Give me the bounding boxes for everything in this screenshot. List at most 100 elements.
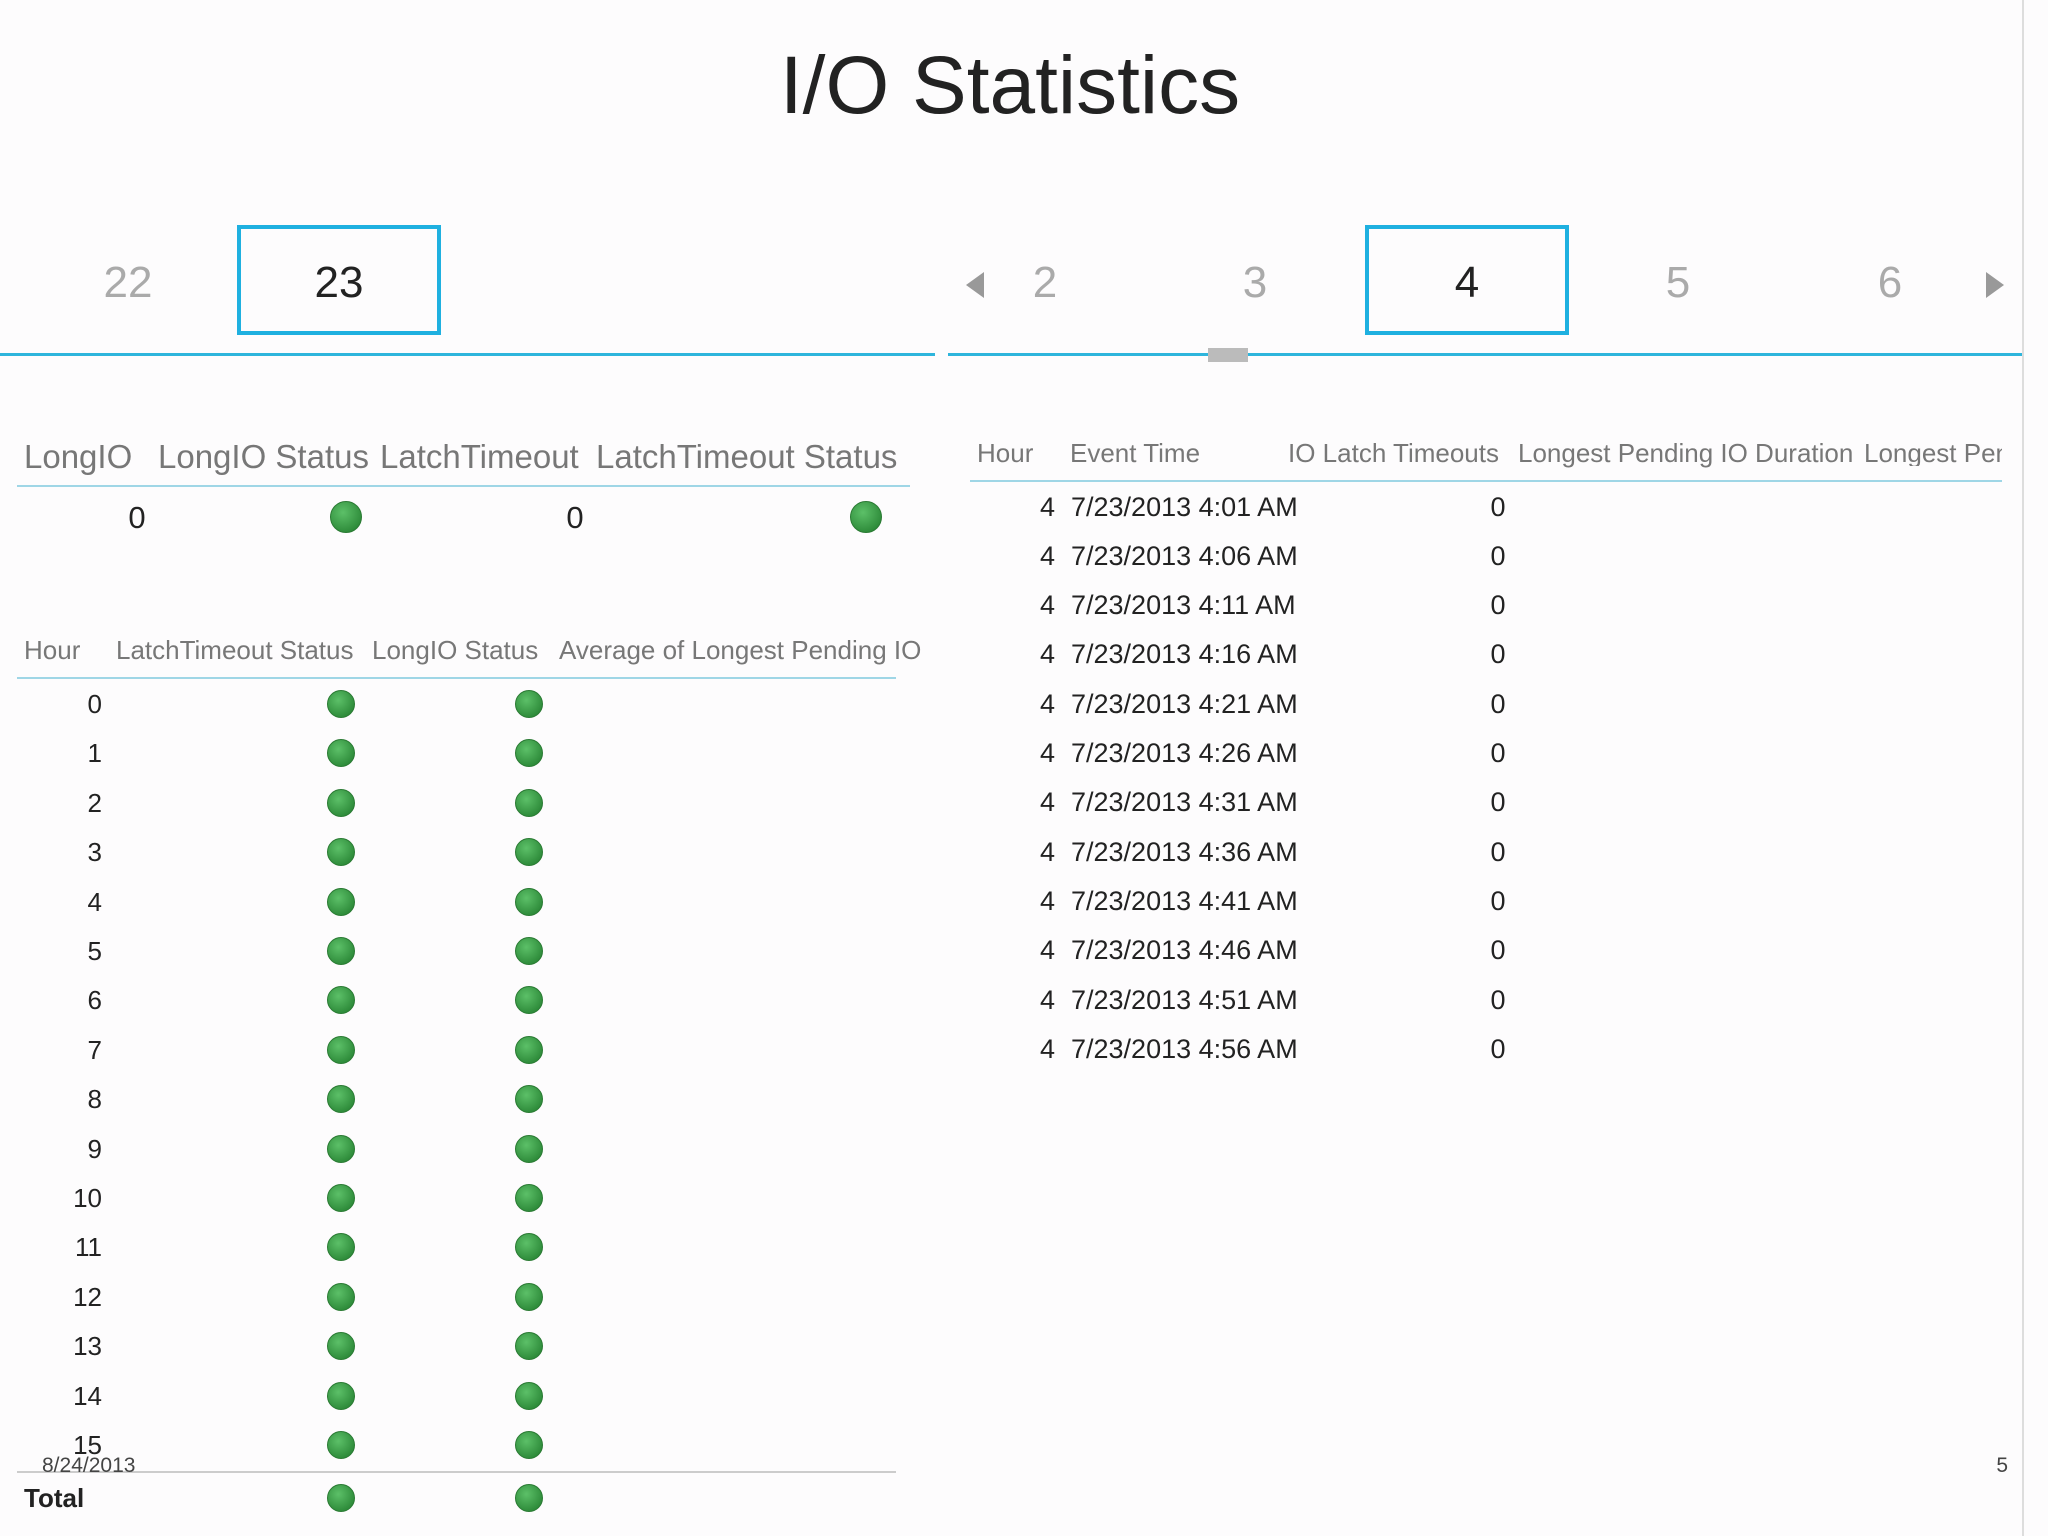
cell-value: 0 [1490, 590, 1506, 621]
cell-value: 4 [87, 886, 102, 917]
cell-value: 8 [87, 1084, 102, 1115]
cell-value: 12 [73, 1281, 102, 1312]
cell-value: 4 [1039, 885, 1055, 916]
status-indicator [515, 1035, 543, 1064]
status-indicator [515, 1233, 543, 1262]
cell-value: 4 [1039, 738, 1055, 768]
cell-value: 15 [73, 1430, 102, 1460]
status-indicator [327, 739, 355, 768]
footer-date: 8/24/2013 [42, 1453, 136, 1477]
right-slicer-line [948, 353, 2022, 356]
next-arrow[interactable] [1984, 270, 2006, 300]
status-indicator [515, 690, 543, 718]
status-indicator [330, 501, 362, 533]
scroll-thumb [1208, 348, 1248, 362]
cell-value: 7/23/2013 4:41 AM [1071, 885, 1298, 916]
column-header: LatchTimeout [380, 437, 579, 475]
cell-value: 4 [1039, 639, 1055, 670]
cell-value: 4 [1039, 1033, 1055, 1064]
status-indicator [515, 1282, 543, 1311]
cell-value: 2 [87, 787, 102, 818]
cell-value: 7/23/2013 4:51 AM [1071, 984, 1298, 1015]
status-indicator [327, 1233, 355, 1262]
slicer-item[interactable]: 3 [1242, 258, 1268, 307]
cell-value: 7/23/2013 4:46 AM [1071, 935, 1298, 966]
cell-value: 0 [1490, 540, 1506, 571]
status-indicator [515, 838, 543, 867]
cell-value: 0 [87, 689, 102, 719]
status-indicator [515, 1085, 543, 1114]
cell-value: 6 [87, 985, 102, 1016]
cell-value: 3 [87, 837, 102, 868]
status-indicator [515, 1381, 543, 1410]
slicer-item[interactable]: 2 [1032, 258, 1058, 307]
cell-value: 0 [128, 499, 146, 535]
cell-value: 7/23/2013 4:31 AM [1071, 787, 1298, 818]
page-number: 5 [1996, 1453, 2008, 1477]
column-header: Hour [24, 635, 81, 665]
status-indicator [850, 501, 882, 533]
cell-value: 5 [87, 936, 102, 966]
cell-value: 0 [1490, 688, 1506, 719]
status-indicator [327, 690, 355, 718]
status-indicator [515, 1431, 543, 1459]
status-indicator [327, 1085, 355, 1114]
cell-value: 1 [87, 738, 102, 769]
status-indicator [327, 1381, 355, 1410]
header-underline [970, 480, 2002, 482]
column-header: IO Latch Timeouts [1288, 438, 1499, 468]
status-indicator [327, 1332, 355, 1361]
cell-value: 7/23/2013 4:36 AM [1071, 836, 1298, 867]
column-header: LongIO Status [158, 437, 369, 475]
column-header: Hour [977, 438, 1034, 468]
slicer-item[interactable]: 6 [1877, 258, 1903, 307]
cell-value: 4 [1039, 836, 1055, 867]
cell-value: 7/23/2013 4:21 AM [1071, 688, 1298, 719]
cell-value: 7/23/2013 4:06 AM [1071, 540, 1298, 571]
status-indicator [327, 1035, 355, 1064]
cell-value: 0 [566, 499, 584, 535]
cell-value: 0 [1490, 885, 1506, 916]
slicer-item[interactable]: 22 [103, 258, 153, 307]
cell-value: 14 [73, 1380, 102, 1411]
status-indicator [327, 838, 355, 867]
column-header: LongIO Status [372, 635, 539, 665]
cell-value: 7/23/2013 4:01 AM [1071, 491, 1298, 522]
cell-value: 4 [1039, 688, 1055, 719]
cell-value: 0 [1490, 836, 1506, 867]
cell-value: 7/23/2013 4:26 AM [1071, 738, 1298, 768]
cell-value: 9 [87, 1133, 102, 1164]
status-indicator [515, 1184, 543, 1212]
cell-value: 0 [1490, 1033, 1506, 1064]
cell-value: 0 [1490, 935, 1506, 966]
slicer-item[interactable]: 5 [1665, 258, 1691, 307]
cell-value: 13 [73, 1331, 102, 1362]
slicer-item[interactable]: 23 [314, 258, 364, 307]
selected-box [1365, 225, 1569, 335]
column-header: LatchTimeout Status [116, 635, 354, 665]
cell-value: 4 [1039, 935, 1055, 966]
cell-value: 7/23/2013 4:11 AM [1071, 590, 1296, 621]
left-slicer-line [0, 353, 935, 356]
status-indicator [515, 887, 543, 916]
status-indicator [515, 937, 543, 965]
status-indicator [327, 887, 355, 916]
cell-value: 4 [1039, 984, 1055, 1015]
right-border [2022, 0, 2024, 1536]
column-header: LongIO [24, 437, 133, 475]
slicer-item[interactable]: 4 [1454, 258, 1480, 307]
status-indicator [327, 986, 355, 1015]
status-indicator [515, 1484, 543, 1512]
status-indicator [327, 1431, 355, 1459]
footer-line [17, 1471, 896, 1473]
column-header: Average of Longest Pending IO [559, 635, 922, 665]
header-underline [17, 485, 910, 487]
status-indicator [515, 1332, 543, 1361]
column-header: Longest Pending IO Duration [1518, 438, 1854, 468]
status-indicator [515, 1134, 543, 1163]
prev-arrow[interactable] [964, 270, 986, 300]
selected-box [237, 225, 441, 335]
cell-value: 0 [1490, 984, 1506, 1015]
column-header: Longest Penc [1864, 440, 2002, 466]
